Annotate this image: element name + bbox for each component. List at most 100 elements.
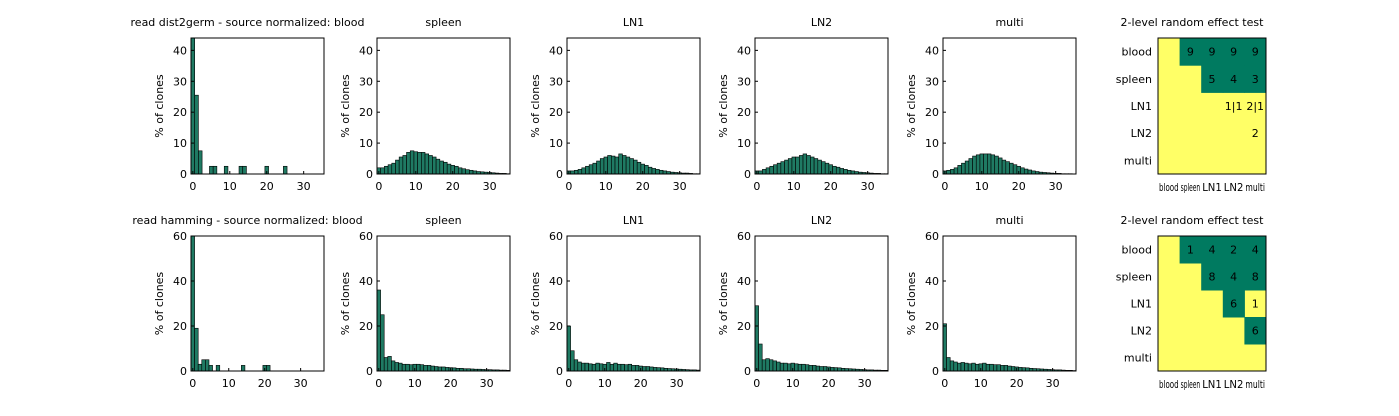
bar bbox=[801, 363, 806, 372]
bar bbox=[588, 363, 593, 372]
heatmap-cell-label: 9 bbox=[1209, 46, 1216, 59]
y-axis-label: % of clones bbox=[529, 74, 542, 138]
bar-chart-4: 0 10 20 30 40 0 10 20 30 % of clones multi bbox=[905, 16, 1077, 193]
bar bbox=[574, 169, 579, 175]
bar bbox=[819, 366, 824, 372]
bar bbox=[652, 367, 658, 372]
bar bbox=[421, 152, 426, 175]
bar bbox=[380, 314, 385, 372]
bar bbox=[794, 363, 799, 372]
bar bbox=[815, 365, 821, 372]
y-tick-label: 0 bbox=[556, 365, 563, 378]
bar bbox=[416, 363, 421, 372]
heatmap-col-label: multi bbox=[1245, 181, 1265, 194]
bar bbox=[581, 362, 586, 372]
x-tick-label: 10 bbox=[222, 377, 236, 390]
heatmap-box bbox=[1157, 235, 1267, 372]
bar bbox=[655, 169, 660, 175]
bar bbox=[769, 165, 774, 175]
bar bbox=[469, 169, 474, 175]
heatmap-box bbox=[1157, 37, 1267, 175]
bar bbox=[241, 365, 246, 372]
bar bbox=[843, 169, 848, 175]
bar bbox=[588, 164, 594, 175]
x-tick-label: 10 bbox=[787, 180, 801, 193]
bar bbox=[765, 167, 771, 175]
x-tick-label: 10 bbox=[599, 180, 613, 193]
x-tick-label: 0 bbox=[941, 180, 948, 193]
x-tick-label: 10 bbox=[974, 377, 988, 390]
y-tick-label: 20 bbox=[549, 320, 563, 333]
bar bbox=[406, 152, 411, 175]
heatmap-cell-label: 9 bbox=[1230, 46, 1237, 59]
bar bbox=[441, 366, 446, 372]
heatmap-11: 1 4 2 48 4 86 16bloodbloodspleenspleenLN1LN1LN… bbox=[1116, 214, 1267, 391]
bar bbox=[384, 165, 389, 175]
heatmap-cell bbox=[1179, 38, 1202, 66]
bar bbox=[624, 364, 629, 372]
bar bbox=[607, 155, 612, 175]
y-tick-label: 40 bbox=[359, 44, 373, 57]
y-tick-label: 40 bbox=[737, 44, 751, 57]
bar bbox=[835, 166, 841, 175]
bar bbox=[968, 158, 973, 175]
y-axis-label: % of clones bbox=[717, 272, 730, 336]
bar bbox=[805, 364, 810, 372]
bar bbox=[993, 364, 998, 372]
bar bbox=[417, 152, 422, 175]
bar bbox=[964, 160, 970, 175]
bar bbox=[591, 363, 597, 372]
bar bbox=[787, 363, 792, 372]
bar bbox=[642, 366, 647, 372]
x-tick-label: 20 bbox=[258, 377, 272, 390]
bar bbox=[283, 165, 288, 175]
x-tick-label: 20 bbox=[444, 377, 458, 390]
bar bbox=[376, 289, 381, 372]
bar bbox=[1027, 169, 1032, 175]
bar bbox=[821, 161, 826, 175]
bar bbox=[847, 169, 852, 175]
bar bbox=[802, 153, 808, 175]
x-tick-label: 30 bbox=[861, 180, 875, 193]
x-tick-label: 0 bbox=[753, 377, 760, 390]
bar bbox=[647, 166, 653, 175]
bar bbox=[434, 366, 439, 372]
bar bbox=[190, 37, 195, 175]
bar bbox=[779, 362, 785, 372]
bar bbox=[987, 153, 992, 175]
bar bbox=[446, 163, 452, 175]
heatmap-cell-label: 8 bbox=[1252, 271, 1259, 284]
bar bbox=[972, 155, 977, 175]
x-tick-label: 10 bbox=[598, 377, 612, 390]
bar bbox=[631, 365, 636, 372]
bar bbox=[599, 158, 605, 175]
bar bbox=[599, 363, 604, 372]
axes-box bbox=[754, 235, 889, 372]
y-tick-label: 30 bbox=[359, 75, 373, 88]
y-tick-label: 40 bbox=[359, 275, 373, 288]
bar bbox=[454, 165, 459, 175]
bar bbox=[817, 159, 822, 175]
bar bbox=[994, 155, 999, 175]
chart-title: spleen bbox=[425, 16, 461, 29]
y-tick-label: 10 bbox=[925, 137, 939, 150]
bar bbox=[645, 366, 650, 372]
heatmap-cell bbox=[1222, 38, 1245, 66]
bar bbox=[581, 167, 586, 175]
chart-title: spleen bbox=[425, 214, 461, 227]
bar bbox=[606, 362, 611, 372]
bar bbox=[430, 365, 435, 372]
heatmap-title: 2-level random effect test bbox=[1121, 214, 1265, 227]
y-tick-label: 0 bbox=[556, 168, 563, 181]
bar bbox=[1009, 162, 1014, 175]
heatmap-col-label: spleen bbox=[1181, 181, 1201, 194]
bar bbox=[975, 154, 981, 175]
heatmap-cell-label: 2 bbox=[1230, 244, 1237, 257]
heatmap-col-label: LN2 bbox=[1224, 378, 1244, 391]
heatmap-cell bbox=[1244, 317, 1267, 345]
bar bbox=[592, 162, 597, 175]
y-tick-label: 20 bbox=[737, 320, 751, 333]
heatmap-cell bbox=[1244, 65, 1267, 93]
heatmap-row-label: LN2 bbox=[1131, 127, 1152, 140]
bar bbox=[585, 165, 590, 175]
